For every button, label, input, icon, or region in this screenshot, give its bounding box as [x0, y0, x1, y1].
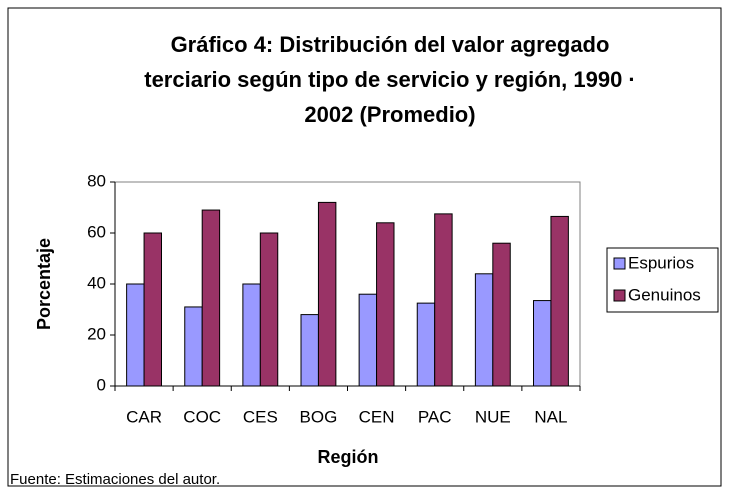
y-tick-label: 0	[97, 375, 106, 394]
bar	[242, 283, 261, 387]
x-tick-label: COC	[183, 407, 221, 426]
chart-title: terciario según tipo de servicio y regió…	[144, 67, 636, 92]
y-tick-label: 20	[87, 324, 106, 343]
x-axis-title: Región	[318, 447, 379, 467]
legend-swatch	[613, 257, 626, 270]
y-tick-label: 80	[87, 171, 106, 190]
bar	[416, 302, 436, 387]
x-tick-label: NUE	[475, 407, 511, 426]
y-axis-title: Porcentaje	[34, 238, 54, 330]
legend-label: Genuinos	[628, 285, 701, 304]
x-tick-label: CAR	[126, 407, 162, 426]
bar	[376, 222, 395, 387]
x-tick-label: PAC	[418, 407, 452, 426]
source-note: Fuente: Estimaciones del autor.	[10, 471, 220, 488]
legend-label: Espurios	[628, 253, 694, 272]
bar	[201, 209, 221, 387]
chart-title: 2002 (Promedio)	[304, 102, 475, 127]
bar	[358, 293, 378, 387]
chart-title: Gráfico 4: Distribución del valor agrega…	[171, 32, 610, 57]
bar	[533, 300, 552, 387]
x-tick-label: CES	[243, 407, 278, 426]
bar	[317, 201, 337, 387]
x-tick-label: CEN	[359, 407, 395, 426]
bar	[474, 273, 494, 387]
legend-swatch	[613, 289, 626, 302]
bar	[492, 242, 511, 387]
bar	[259, 232, 279, 387]
bar	[550, 215, 569, 387]
bar	[184, 306, 203, 387]
x-tick-label: NAL	[534, 407, 567, 426]
y-tick-label: 40	[87, 273, 106, 292]
bar	[143, 232, 162, 387]
x-tick-label: BOG	[300, 407, 338, 426]
bar	[434, 213, 453, 387]
y-tick-label: 60	[87, 222, 106, 241]
bar	[126, 283, 145, 387]
bar	[300, 314, 319, 387]
